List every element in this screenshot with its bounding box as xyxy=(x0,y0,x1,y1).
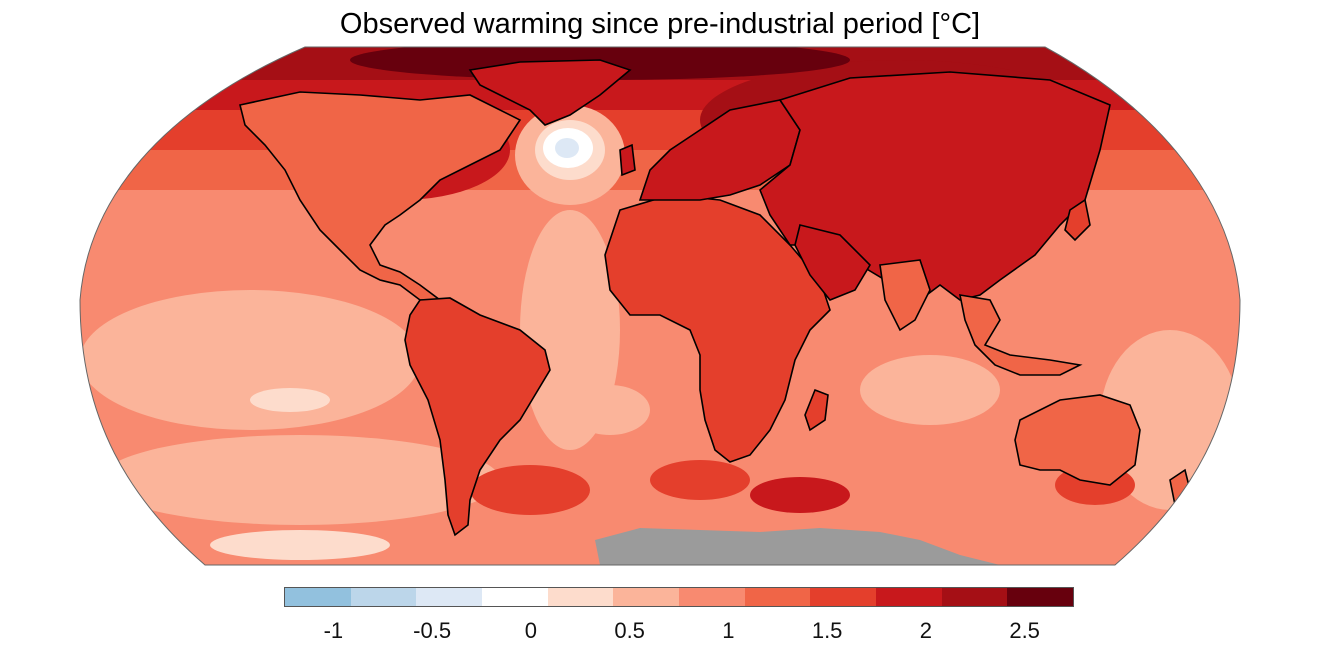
colorbar-bin xyxy=(547,588,614,606)
colorbar-tick-label: 0 xyxy=(524,618,537,643)
north-atlantic-hole-cold xyxy=(555,138,579,158)
colorbar-bin xyxy=(744,588,811,606)
south-america xyxy=(404,297,551,537)
colorbar-tick-label: 0.5 xyxy=(614,618,645,643)
colorbar-bin xyxy=(941,588,1008,606)
south-pacific-lightest-patch xyxy=(250,388,330,412)
north-america xyxy=(239,91,522,301)
southern-ocean-warm-3 xyxy=(750,477,850,513)
colorbar-bin xyxy=(285,588,351,606)
continents xyxy=(239,59,1191,537)
uk xyxy=(619,143,636,177)
colorbar-bin xyxy=(679,588,745,606)
colorbar-bin xyxy=(613,588,680,606)
colorbar-bin xyxy=(416,588,483,606)
southern-ocean-light-patch xyxy=(210,530,390,560)
southern-ocean-warm-2 xyxy=(650,460,750,500)
colorbar-bin xyxy=(810,588,877,606)
colorbar xyxy=(284,587,1074,607)
colorbar-tick-label: 2 xyxy=(919,618,932,643)
australia xyxy=(1014,394,1141,486)
colorbar-bin xyxy=(1007,588,1074,606)
colorbar-tick-label: -0.5 xyxy=(413,618,452,643)
south-pacific-light-patch xyxy=(100,435,500,525)
africa xyxy=(604,194,831,463)
antarctica-no-data xyxy=(595,528,1000,565)
pacific-light-patch xyxy=(80,290,420,430)
warming-map xyxy=(79,46,1241,566)
globe-outline xyxy=(79,46,1241,566)
arabia xyxy=(794,224,872,301)
map-title: Observed warming since pre-industrial pe… xyxy=(339,8,981,40)
south-atlantic-light-patch xyxy=(570,385,650,435)
greenland xyxy=(468,59,632,126)
madagascar xyxy=(804,388,829,432)
colorbar-tick-labels: -1 -0.5 0 0.5 1 1.5 2 2.5 xyxy=(0,618,1320,648)
colorbar-tick-label: -1 xyxy=(323,618,344,643)
india xyxy=(879,259,931,332)
southern-ocean-warm-1 xyxy=(470,465,590,515)
colorbar-tick-label: 2.5 xyxy=(1009,618,1040,643)
japan xyxy=(1064,198,1091,242)
colorbar-bin xyxy=(482,588,548,606)
southeast-asia xyxy=(958,294,1083,376)
indian-ocean-light-patch xyxy=(860,355,1000,425)
colorbar-bin xyxy=(876,588,942,606)
colorbar-tick-label: 1.5 xyxy=(811,618,843,643)
colorbar-bin xyxy=(350,588,417,606)
colorbar-tick-label: 1 xyxy=(722,618,735,643)
